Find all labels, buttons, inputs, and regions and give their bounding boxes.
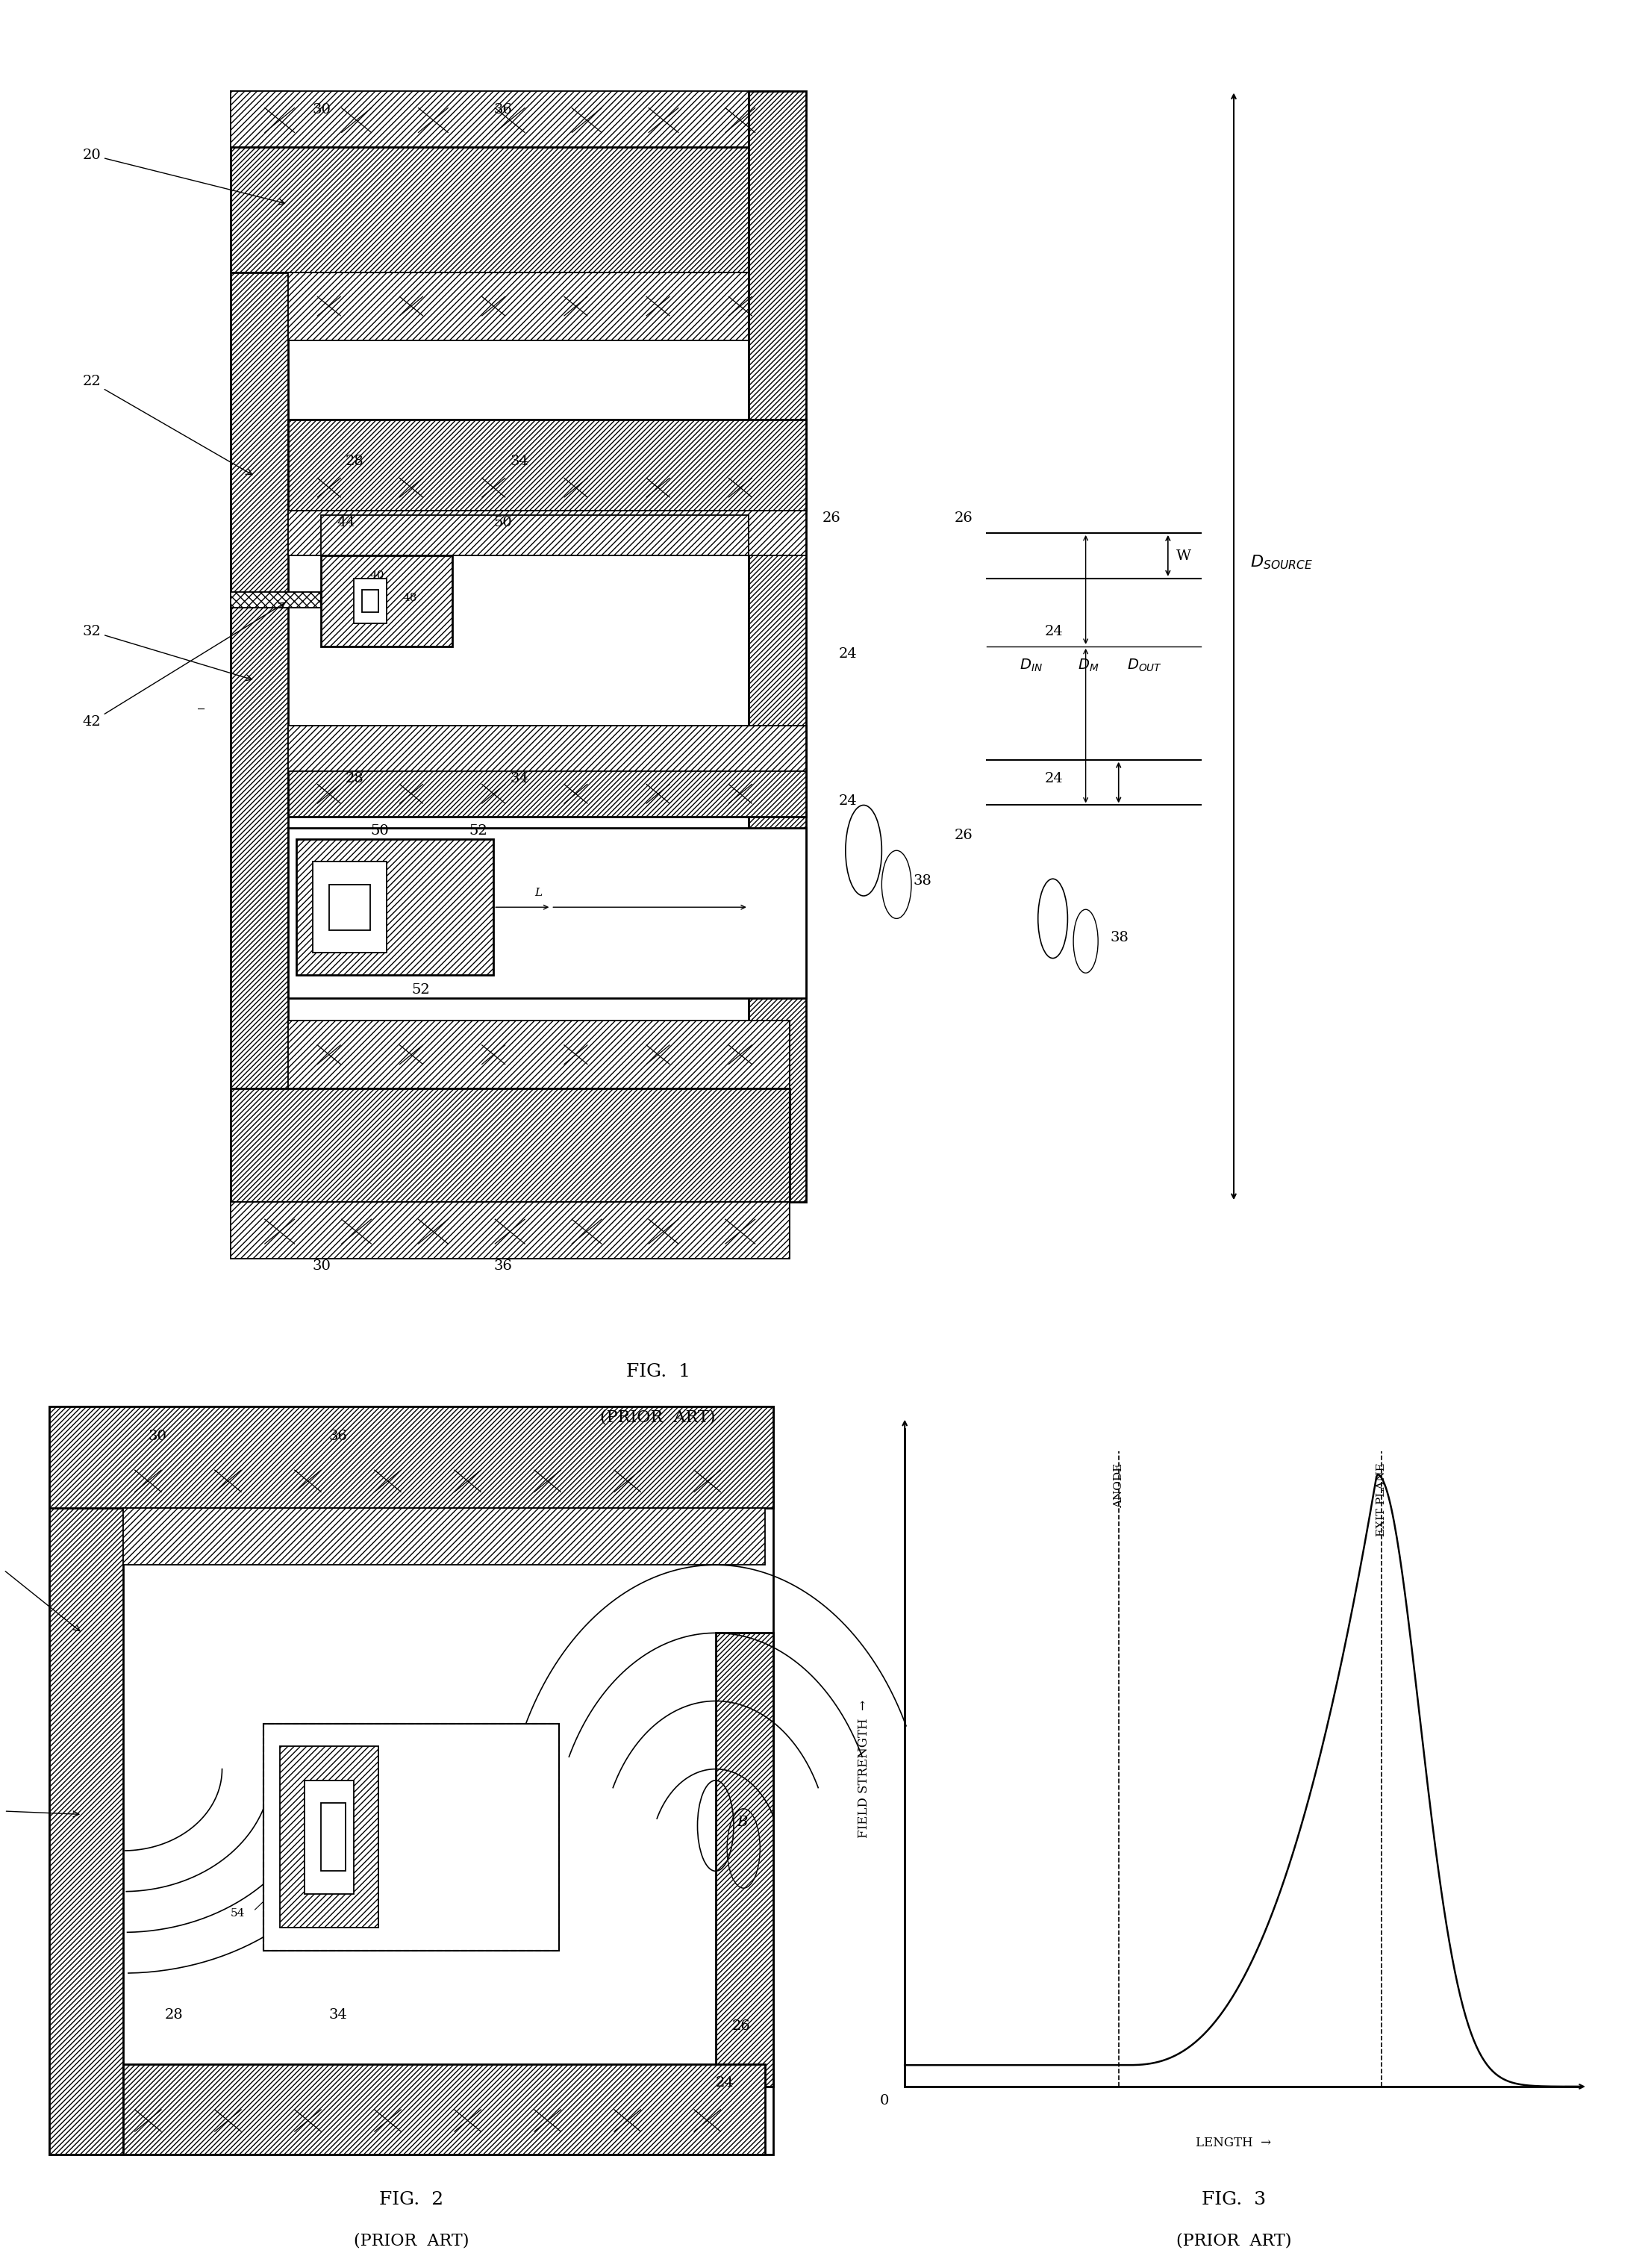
Text: FIELD STRENGTH  →: FIELD STRENGTH → (857, 1701, 870, 1837)
Text: 0: 0 (880, 2093, 890, 2107)
Bar (748, 91, 806, 1202)
Bar (230, 147, 790, 272)
Bar (296, 839, 494, 975)
Bar (280, 1746, 378, 1928)
Text: 30: 30 (148, 1429, 166, 1442)
Text: W: W (1176, 549, 1191, 562)
Text: FIG.  1: FIG. 1 (625, 1363, 691, 1381)
Text: 36: 36 (493, 1259, 512, 1272)
Text: B: B (737, 1814, 748, 1828)
Bar (123, 1508, 765, 1565)
Text: 24: 24 (839, 794, 857, 807)
Text: 28: 28 (345, 771, 364, 785)
Bar (288, 510, 806, 556)
Bar (354, 578, 387, 624)
Text: (PRIOR  ART): (PRIOR ART) (354, 2232, 469, 2250)
Text: 46: 46 (370, 608, 385, 619)
Bar (123, 2064, 765, 2155)
Bar (230, 1089, 790, 1202)
Text: 52: 52 (469, 823, 487, 837)
Text: 48: 48 (403, 592, 418, 603)
Bar (321, 1803, 345, 1871)
Text: LENGTH  →: LENGTH → (1196, 2136, 1272, 2150)
Bar (230, 91, 790, 147)
Bar (288, 420, 806, 510)
Text: 38: 38 (913, 873, 931, 887)
Text: 24: 24 (1045, 771, 1063, 785)
Text: 30: 30 (313, 1259, 331, 1272)
Text: FIG.  3: FIG. 3 (1201, 2191, 1267, 2209)
Text: (PRIOR  ART): (PRIOR ART) (1176, 2232, 1291, 2250)
Text: L: L (535, 887, 543, 898)
Text: 26: 26 (822, 510, 841, 524)
Text: 52: 52 (411, 982, 429, 996)
Bar (321, 515, 748, 556)
Bar (123, 2098, 765, 2155)
Text: 32: 32 (0, 1803, 79, 1817)
Text: –: – (197, 701, 206, 719)
Text: 20: 20 (82, 147, 285, 204)
Text: $D_{IN}$: $D_{IN}$ (1020, 658, 1043, 674)
Text: (PRIOR  ART): (PRIOR ART) (600, 1408, 716, 1427)
Text: 54: 54 (230, 1907, 245, 1919)
Bar (362, 590, 378, 612)
Text: $D_M$: $D_M$ (1077, 658, 1099, 674)
Text: 48: 48 (296, 1837, 314, 1851)
Text: 26: 26 (954, 510, 972, 524)
Bar (230, 592, 321, 608)
Bar (49, 1406, 773, 2155)
Text: 24: 24 (716, 2075, 734, 2089)
Bar (304, 1780, 354, 1894)
Text: 32: 32 (82, 624, 252, 680)
Bar (288, 726, 806, 771)
Bar (288, 828, 806, 998)
Text: 22: 22 (0, 1554, 79, 1631)
Text: 28: 28 (345, 454, 364, 467)
Bar (49, 1406, 773, 1508)
Text: $D_{SOURCE}$: $D_{SOURCE}$ (1250, 553, 1313, 572)
Bar (313, 862, 387, 953)
Text: FIG.  2: FIG. 2 (378, 2191, 444, 2209)
Text: 34: 34 (510, 454, 528, 467)
Text: 44: 44 (337, 515, 355, 528)
Bar (49, 1406, 123, 2155)
Text: 38: 38 (1110, 930, 1128, 943)
Text: 24: 24 (839, 646, 857, 660)
Text: 50: 50 (493, 515, 512, 528)
Text: 26: 26 (732, 2019, 750, 2032)
Bar (288, 272, 790, 340)
Text: 24: 24 (1045, 624, 1063, 637)
Text: 22: 22 (82, 374, 252, 474)
Text: 40: 40 (370, 569, 385, 581)
Text: 34: 34 (510, 771, 528, 785)
Text: ANODE: ANODE (1114, 1463, 1124, 1508)
Text: 30: 30 (313, 102, 331, 116)
Bar (263, 1724, 559, 1950)
Bar (230, 91, 288, 1202)
Text: 36: 36 (493, 102, 512, 116)
Text: 36: 36 (329, 1429, 347, 1442)
Text: 28: 28 (164, 2007, 183, 2021)
Text: 34: 34 (329, 2007, 347, 2021)
Text: EXIT PLANE: EXIT PLANE (1377, 1463, 1387, 1538)
Text: 50: 50 (370, 823, 388, 837)
Bar (716, 1633, 773, 2087)
Text: 42: 42 (82, 603, 285, 728)
Bar (321, 556, 452, 646)
Text: $D_{OUT}$: $D_{OUT}$ (1127, 658, 1161, 674)
Bar (263, 1724, 559, 1950)
Bar (288, 726, 806, 816)
Bar (288, 1021, 790, 1089)
Bar (230, 1202, 790, 1259)
Text: 26: 26 (954, 828, 972, 841)
Bar (329, 885, 370, 930)
